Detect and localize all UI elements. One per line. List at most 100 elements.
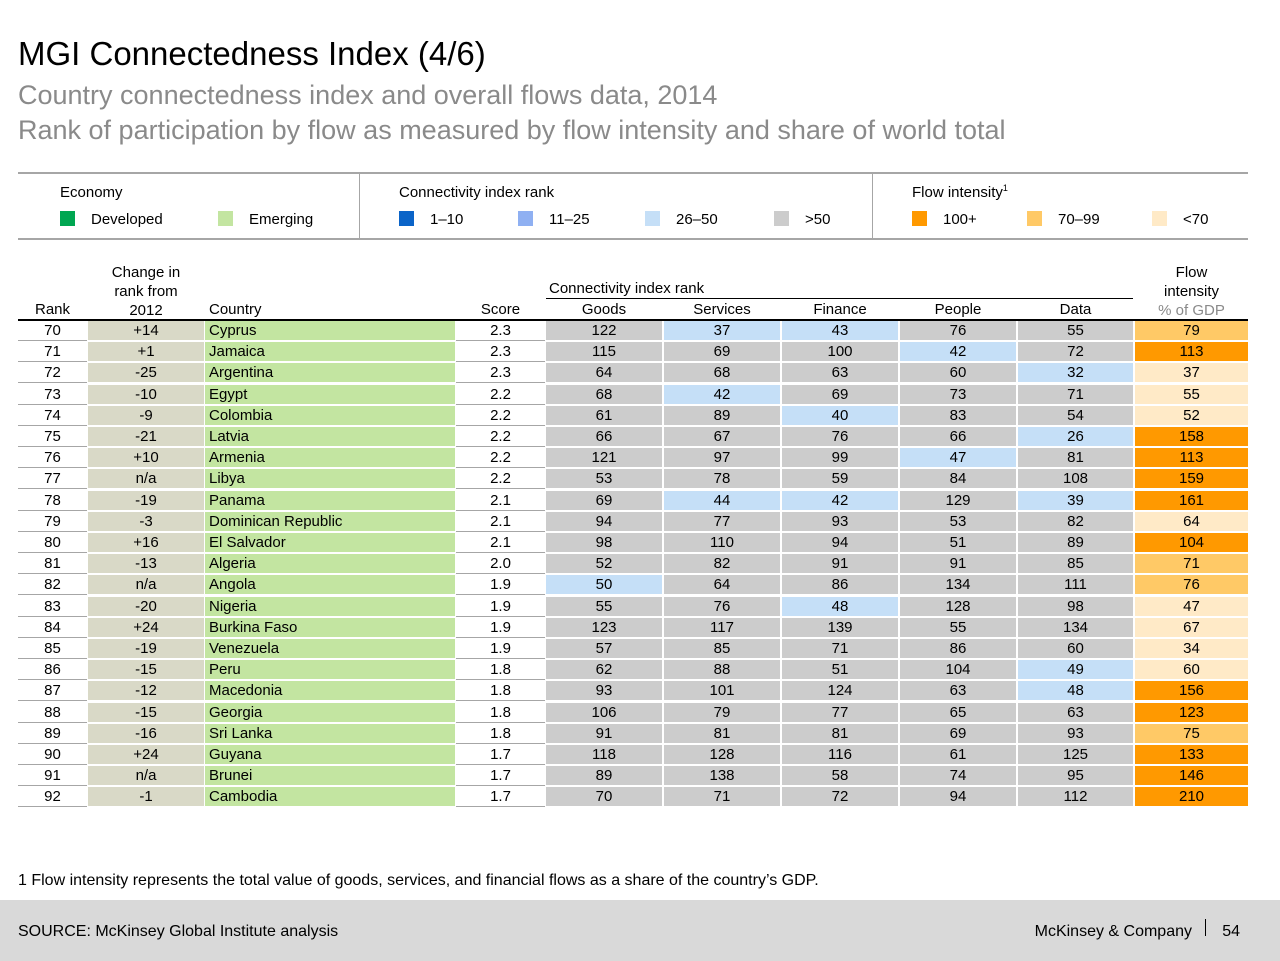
goods-rank-cell: 55 [546,596,662,617]
people-rank-cell: 86 [900,639,1016,659]
table-row: 78 -19 Panama 2.1 69 44 42 129 39 161 [18,490,1248,512]
header-country: Country [209,301,262,318]
change-cell: -12 [88,681,204,702]
score-cell: 1.9 [456,639,545,659]
rank-cell: 76 [18,448,87,469]
rank-cell: 89 [18,724,87,744]
country-cell: Colombia [205,405,455,426]
country-cell: Angola [205,575,455,596]
services-rank-cell: 81 [664,723,780,744]
footnote-marker: 1 [1002,183,1008,193]
services-rank-cell: 82 [664,554,780,575]
table-row: 85 -19 Venezuela 1.9 57 85 71 86 60 34 [18,639,1248,660]
finance-rank-cell: 124 [782,681,898,702]
rank-cell: 80 [18,533,87,553]
legend-swatch [645,211,660,226]
finance-rank-cell: 48 [782,596,898,617]
rank-cell: 71 [18,342,87,363]
finance-rank-cell: 86 [782,575,898,596]
change-cell: n/a [88,766,204,787]
flow-intensity-cell: 210 [1135,787,1248,808]
data-rank-cell: 63 [1018,702,1133,723]
flow-intensity-cell: 158 [1135,427,1248,447]
services-rank-cell: 79 [664,702,780,723]
people-rank-cell: 53 [900,511,1016,532]
goods-rank-cell: 66 [546,427,662,447]
goods-rank-cell: 106 [546,702,662,723]
services-rank-cell: 88 [664,660,780,681]
data-rank-cell: 60 [1018,639,1133,659]
goods-rank-cell: 68 [546,384,662,405]
finance-rank-cell: 58 [782,766,898,787]
change-cell: +10 [88,448,204,469]
rank-cell: 82 [18,575,87,596]
change-cell: -3 [88,511,204,532]
footnote: 1 Flow intensity represents the total va… [18,872,819,889]
goods-rank-cell: 91 [546,723,662,744]
goods-rank-cell: 121 [546,448,662,469]
data-rank-cell: 32 [1018,363,1133,384]
table-row: 80 +16 El Salvador 2.1 98 110 94 51 89 104 [18,533,1248,554]
finance-rank-cell: 139 [782,617,898,638]
table-row: 92 -1 Cambodia 1.7 70 71 72 94 112 210 [18,787,1248,808]
change-cell: -10 [88,384,204,405]
change-cell: -16 [88,723,204,744]
finance-rank-cell: 100 [782,342,898,363]
country-cell: Cambodia [205,787,455,808]
score-cell: 2.2 [456,427,545,447]
rank-cell: 83 [18,597,87,617]
services-rank-cell: 97 [664,448,780,469]
rank-cell: 75 [18,427,87,447]
legend-rank-11-25: 11–25 [518,211,590,229]
score-cell: 1.9 [456,618,545,638]
header-data: Data [1059,301,1092,318]
table-row: 74 -9 Colombia 2.2 61 89 40 83 54 52 [18,405,1248,427]
legend-developed: Developed [60,211,163,229]
change-cell: +24 [88,745,204,765]
country-cell: Georgia [205,702,455,723]
services-rank-cell: 77 [664,511,780,532]
legend-swatch [912,211,927,226]
people-rank-cell: 104 [900,660,1016,681]
table-row: 77 n/a Libya 2.2 53 78 59 84 108 159 [18,469,1248,490]
data-rank-cell: 85 [1018,554,1133,575]
flow-intensity-cell: 113 [1135,342,1248,363]
finance-rank-cell: 94 [782,533,898,553]
legend-label: 26–50 [676,211,718,228]
flow-intensity-cell: 159 [1135,469,1248,490]
score-cell: 1.7 [456,787,545,808]
goods-rank-cell: 64 [546,363,662,384]
flow-intensity-cell: 113 [1135,448,1248,469]
header-group-connectivity: Connectivity index rank [549,280,705,297]
goods-rank-cell: 62 [546,660,662,681]
legend-emerging: Emerging [218,211,313,229]
page-subtitle: Country connectedness index and overall … [18,80,718,110]
score-cell: 1.9 [456,597,545,617]
data-rank-cell: 98 [1018,596,1133,617]
goods-rank-cell: 93 [546,681,662,702]
header-flow-line: Flow [1175,264,1208,281]
finance-rank-cell: 40 [782,405,898,426]
score-cell: 1.8 [456,724,545,744]
rank-cell: 78 [18,491,87,511]
header-flow: Flow intensity % of GDP [1135,263,1248,320]
people-rank-cell: 129 [900,490,1016,511]
finance-rank-cell: 43 [782,321,898,341]
people-rank-cell: 60 [900,363,1016,384]
table-row: 71 +1 Jamaica 2.3 115 69 100 42 72 113 [18,342,1248,363]
people-rank-cell: 42 [900,342,1016,363]
data-rank-cell: 54 [1018,405,1133,426]
change-cell: +1 [88,342,204,363]
goods-rank-cell: 69 [546,490,662,511]
services-rank-cell: 85 [664,639,780,659]
goods-rank-cell: 94 [546,511,662,532]
people-rank-cell: 47 [900,448,1016,469]
data-rank-cell: 81 [1018,448,1133,469]
flow-intensity-cell: 123 [1135,702,1248,723]
flow-intensity-cell: 161 [1135,490,1248,511]
country-cell: Jamaica [205,342,455,363]
table-row: 79 -3 Dominican Republic 2.1 94 77 93 53 82 64 [18,511,1248,533]
score-cell: 1.9 [456,575,545,596]
finance-rank-cell: 59 [782,469,898,490]
change-cell: -19 [88,490,204,511]
